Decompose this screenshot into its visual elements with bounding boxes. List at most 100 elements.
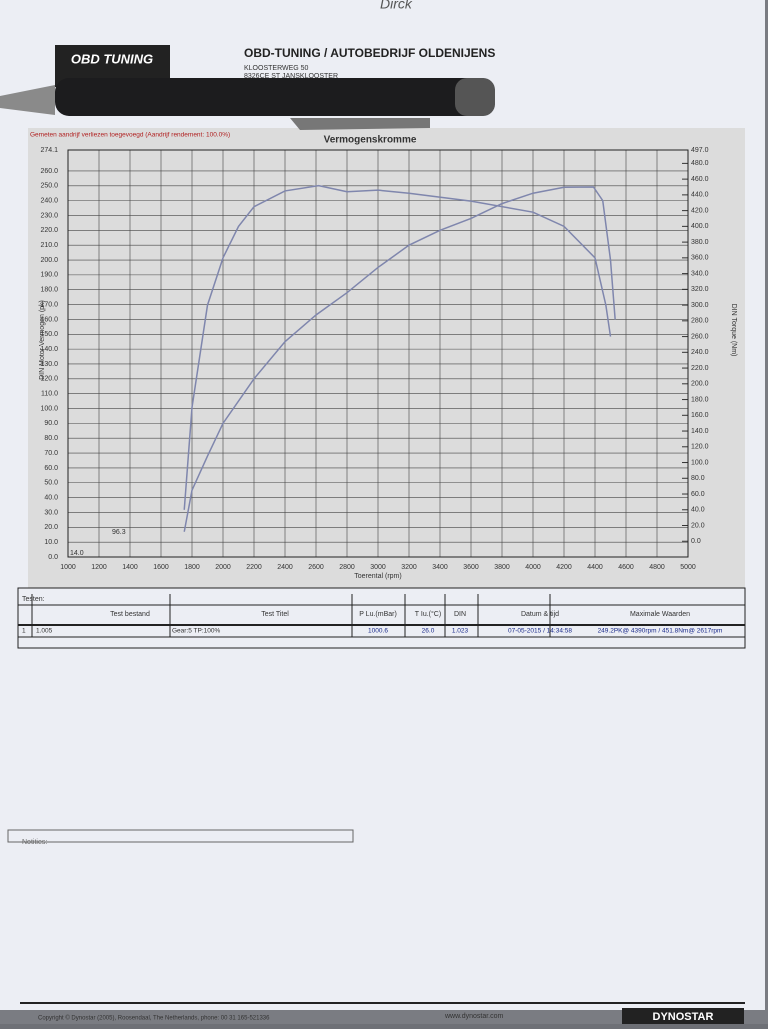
y2-tick-label: 100.0 — [691, 459, 709, 466]
x-tick-label: 2400 — [277, 564, 293, 571]
pen-body — [55, 78, 495, 116]
y-tick-label: 140.0 — [40, 346, 58, 353]
y-tick-label: 110.0 — [41, 391, 58, 398]
x-tick-label: 2000 — [215, 564, 231, 571]
y2-tick-label: 480.0 — [691, 160, 709, 167]
x-tick-label: 5000 — [680, 564, 696, 571]
address-line: 8326CE ST JANSKLOOSTER — [244, 73, 338, 80]
y-tick-label: 240.0 — [40, 197, 58, 204]
table-cell: Gear:5 TP:100% — [172, 628, 221, 635]
annotation: 96.3 — [112, 529, 126, 536]
y-tick-label: 250.0 — [40, 183, 58, 190]
column-header: DIN — [454, 611, 466, 618]
x-tick-label: 3200 — [401, 564, 417, 571]
chart-panel — [28, 128, 745, 590]
y-tick-label: 260.0 — [40, 168, 58, 175]
pen-cap — [455, 78, 495, 116]
x-tick-label: 1600 — [153, 564, 169, 571]
footer-brand-box — [622, 1008, 744, 1024]
x-tick-label: 1200 — [91, 564, 107, 571]
handwriting: Dirck — [380, 0, 413, 12]
y-tick-label: 210.0 — [40, 242, 58, 249]
column-header: P Lu.(mBar) — [359, 611, 397, 618]
y-axis-label: DIN Motor Vermogen (pk) — [39, 300, 46, 380]
y-tick-label: 50.0 — [44, 480, 58, 487]
company: OBD-TUNING / AUTOBEDRIJF OLDENIJENS — [244, 46, 495, 60]
y2-tick-label: 380.0 — [691, 239, 709, 246]
y-tick-label: 40.0 — [44, 494, 58, 501]
x-tick-label: 1400 — [122, 564, 138, 571]
x-tick-label: 3800 — [494, 564, 510, 571]
y2-tick-label: 440.0 — [691, 192, 709, 199]
y2-tick-label: 20.0 — [691, 522, 705, 529]
table-cell: 1.005 — [36, 628, 53, 635]
y-tick-label: 220.0 — [40, 227, 58, 234]
y-tick-label: 180.0 — [40, 287, 58, 294]
y2-tick-label: 0.0 — [691, 538, 701, 545]
annotation: 14.0 — [70, 550, 84, 557]
y-tick-label: 170.0 — [40, 301, 58, 308]
table-label: Testen: — [22, 596, 45, 603]
address-line: KLOOSTERWEG 50 — [244, 65, 309, 72]
pen — [0, 78, 495, 130]
x-tick-label: 3000 — [370, 564, 386, 571]
column-header: Maximale Waarden — [630, 611, 690, 618]
x-tick-label: 4800 — [649, 564, 665, 571]
y-tick-label: 160.0 — [40, 316, 58, 323]
plot-frame — [67, 149, 689, 558]
x-tick-label: 3600 — [463, 564, 479, 571]
power-torque-curve — [183, 184, 612, 510]
y-tick-label: 80.0 — [44, 435, 58, 442]
y2-tick-label: 260.0 — [691, 333, 709, 340]
column-header: T Iu.(°C) — [415, 610, 441, 618]
y2-tick-label: 140.0 — [691, 428, 709, 435]
y-tick-label: 120.0 — [40, 376, 58, 383]
footer-brand: DYNOSTAR — [653, 1011, 714, 1023]
y-tick-label: 30.0 — [44, 509, 58, 516]
y2-tick-label: 180.0 — [691, 396, 709, 403]
x-tick-label: 2200 — [246, 564, 262, 571]
y2-axis-label: DIN Torque (Nm) — [730, 304, 737, 357]
x-tick-label: 2800 — [339, 564, 355, 571]
column-header: Test bestand — [110, 611, 150, 618]
y-tick-label: 60.0 — [44, 465, 58, 472]
x-tick-label: 1800 — [184, 564, 200, 571]
y2-tick-label: 280.0 — [691, 318, 709, 325]
table-cell: 07-05-2015 / 14:34:58 — [508, 628, 572, 635]
y2-tick-label: 240.0 — [691, 349, 709, 356]
y2-tick-label: 120.0 — [691, 444, 709, 451]
x-tick-label: 4600 — [618, 564, 634, 571]
y2-tick-label: 420.0 — [691, 207, 709, 214]
power-torque-curve — [183, 186, 616, 532]
y-tick-label: 274.1 — [40, 147, 58, 154]
y-tick-label: 190.0 — [40, 272, 58, 279]
y-tick-label: 20.0 — [44, 524, 58, 531]
y2-tick-label: 497.0 — [691, 147, 709, 154]
footer-copyright: Copyright © Dynostar (2005), Roosendaal,… — [38, 1015, 270, 1022]
x-tick-label: 4200 — [556, 564, 572, 571]
chart-title: Vermogenskromme — [324, 135, 417, 146]
y2-tick-label: 400.0 — [691, 223, 709, 230]
table-cell: 1.023 — [452, 628, 469, 635]
x-axis-label: Toerental (rpm) — [354, 573, 401, 580]
y-tick-label: 200.0 — [40, 257, 58, 264]
logo: OBD TUNING — [71, 51, 153, 66]
x-tick-label: 1000 — [60, 564, 76, 571]
table-cell: 1000.6 — [368, 628, 388, 635]
y2-tick-label: 220.0 — [691, 365, 709, 372]
x-tick-label: 4400 — [587, 564, 603, 571]
footer-website: www.dynostar.com — [444, 1013, 504, 1020]
y-tick-label: 100.0 — [40, 405, 58, 412]
column-header: Datum & tijd — [521, 611, 559, 618]
y-tick-label: 0.0 — [48, 554, 58, 561]
y-tick-label: 130.0 — [40, 361, 58, 368]
y2-tick-label: 300.0 — [691, 302, 709, 309]
x-tick-label: 4000 — [525, 564, 541, 571]
y2-tick-label: 60.0 — [691, 491, 705, 498]
y2-tick-label: 340.0 — [691, 270, 709, 277]
notes-box — [7, 829, 354, 843]
table-cell: 249.2PK@ 4390rpm / 451.8Nm@ 2617rpm — [598, 628, 723, 635]
y-tick-label: 10.0 — [44, 539, 58, 546]
y2-tick-label: 460.0 — [691, 176, 709, 183]
